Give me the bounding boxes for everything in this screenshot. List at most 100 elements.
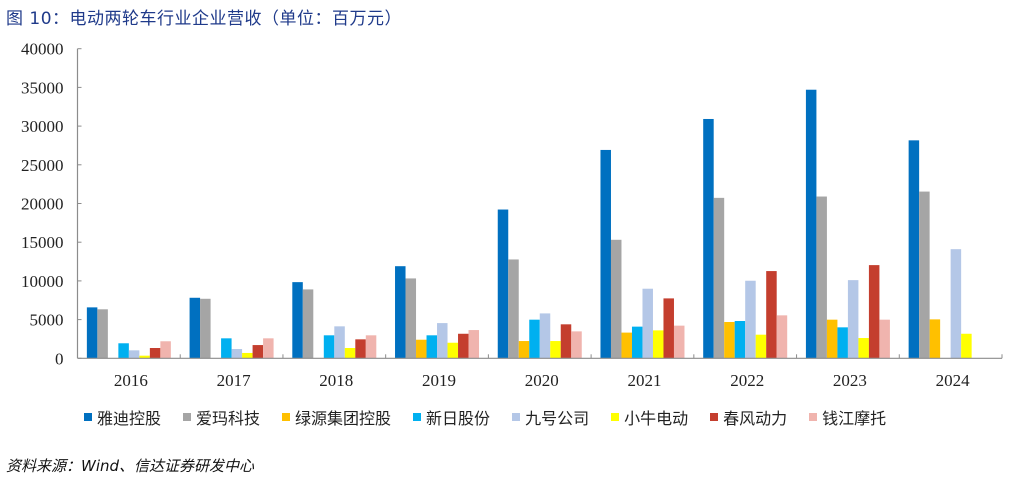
legend-label: 雅迪控股 (97, 409, 162, 428)
bar-group-2021 (600, 149, 685, 359)
bar (805, 89, 817, 359)
bar (508, 259, 519, 359)
chart-legend: 雅迪控股 爱玛科技 绿源集团控股 新日股份 九号公司 小牛电动 春风动力 钱江摩托 (84, 405, 908, 429)
bar (86, 307, 98, 359)
legend-swatch-icon (183, 413, 192, 421)
x-tick-label: 2016 (114, 371, 148, 390)
legend-swatch-icon (512, 413, 521, 421)
x-tick-label: 2021 (627, 371, 661, 390)
y-tick-label: 0 (55, 349, 64, 368)
bar (766, 271, 777, 359)
bar (673, 325, 685, 359)
bar (776, 315, 788, 359)
bar (160, 341, 171, 359)
bar (426, 335, 438, 359)
bar (242, 352, 253, 359)
bar (139, 355, 150, 359)
bar-group-2020 (497, 209, 582, 359)
bar (961, 333, 972, 359)
bar (447, 342, 459, 359)
bar (858, 338, 869, 359)
bar (879, 319, 890, 359)
legend-label: 钱江摩托 (822, 409, 887, 428)
y-tick-label: 30000 (21, 117, 64, 136)
x-tick-label: 2024 (936, 371, 971, 390)
y-tick-label: 15000 (21, 233, 64, 252)
bar (468, 330, 480, 359)
bar (950, 249, 962, 359)
bar-group-2017 (189, 297, 274, 359)
legend-swatch-icon (611, 413, 620, 421)
legend-swatch-icon (84, 413, 92, 421)
bar (652, 330, 664, 359)
legend-label: 爱玛科技 (196, 409, 261, 428)
bar-group-2024 (908, 140, 972, 359)
legend-item: 绿源集团控股 (282, 405, 391, 429)
bar (919, 191, 930, 359)
bar (334, 326, 345, 359)
x-tick-label: 2018 (319, 371, 353, 390)
bars-group (86, 89, 972, 359)
bar (560, 324, 572, 359)
bar (118, 343, 129, 359)
bar (365, 335, 377, 359)
bar (908, 140, 920, 359)
y-tick-label: 35000 (21, 78, 64, 97)
bar (929, 319, 941, 359)
bar (323, 335, 335, 359)
bar (437, 323, 448, 359)
bar (355, 339, 366, 359)
bar (458, 333, 469, 359)
bar (642, 288, 653, 359)
bar (292, 282, 303, 359)
source-note: 资料来源：Wind、信达证券研发中心 (6, 457, 255, 475)
bar (529, 319, 540, 359)
legend-label: 新日股份 (426, 409, 491, 428)
bar (149, 348, 161, 359)
bar-group-2018 (292, 282, 377, 359)
legend-item: 九号公司 (512, 405, 589, 429)
y-tick-label: 5000 (30, 311, 64, 330)
legend-item: 春风动力 (710, 405, 787, 429)
x-tick-label: 2023 (833, 371, 867, 390)
legend-item: 小牛电动 (611, 405, 688, 429)
legend-item: 爱玛科技 (183, 405, 260, 429)
x-tick-label: 2017 (217, 371, 252, 390)
bar (128, 350, 140, 359)
bar (200, 298, 211, 359)
bar (263, 338, 274, 359)
legend-label: 春风动力 (723, 409, 788, 428)
bar-group-2016 (86, 307, 171, 359)
bar (610, 239, 622, 359)
bar (231, 349, 243, 359)
bar (826, 319, 838, 359)
bar (252, 345, 264, 359)
bar (713, 197, 725, 359)
legend-swatch-icon (809, 413, 818, 421)
x-axis: 2016 2017 2018 2019 2020 2021 2022 2023 2024 (77, 354, 1003, 390)
bar (518, 341, 530, 359)
bar (600, 149, 611, 359)
legend-swatch-icon (413, 413, 422, 421)
legend-item: 新日股份 (413, 405, 490, 429)
y-tick-label: 40000 (21, 40, 64, 59)
legend-label: 小牛电动 (624, 409, 689, 428)
y-tick-label: 20000 (21, 195, 64, 214)
x-tick-label: 2020 (525, 371, 559, 390)
bar (745, 280, 756, 359)
bar-chart: 0 5000 10000 15000 20000 25000 30000 35000 40000… (21, 40, 1003, 390)
bar (395, 266, 406, 359)
bar (497, 209, 509, 359)
bar-group-2019 (395, 266, 480, 359)
y-axis: 0 5000 10000 15000 20000 25000 30000 35000 40000 (21, 40, 82, 368)
bar (631, 326, 643, 359)
bar-group-2023 (805, 89, 890, 359)
figure-title: 图 10：电动两轮车行业企业营收（单位：百万元） (6, 9, 403, 29)
bar (816, 196, 827, 359)
bar (416, 339, 427, 359)
bar (221, 338, 232, 359)
legend-label: 绿源集团控股 (295, 409, 392, 428)
bar (663, 298, 674, 359)
bar (847, 280, 859, 359)
bar (734, 320, 746, 359)
